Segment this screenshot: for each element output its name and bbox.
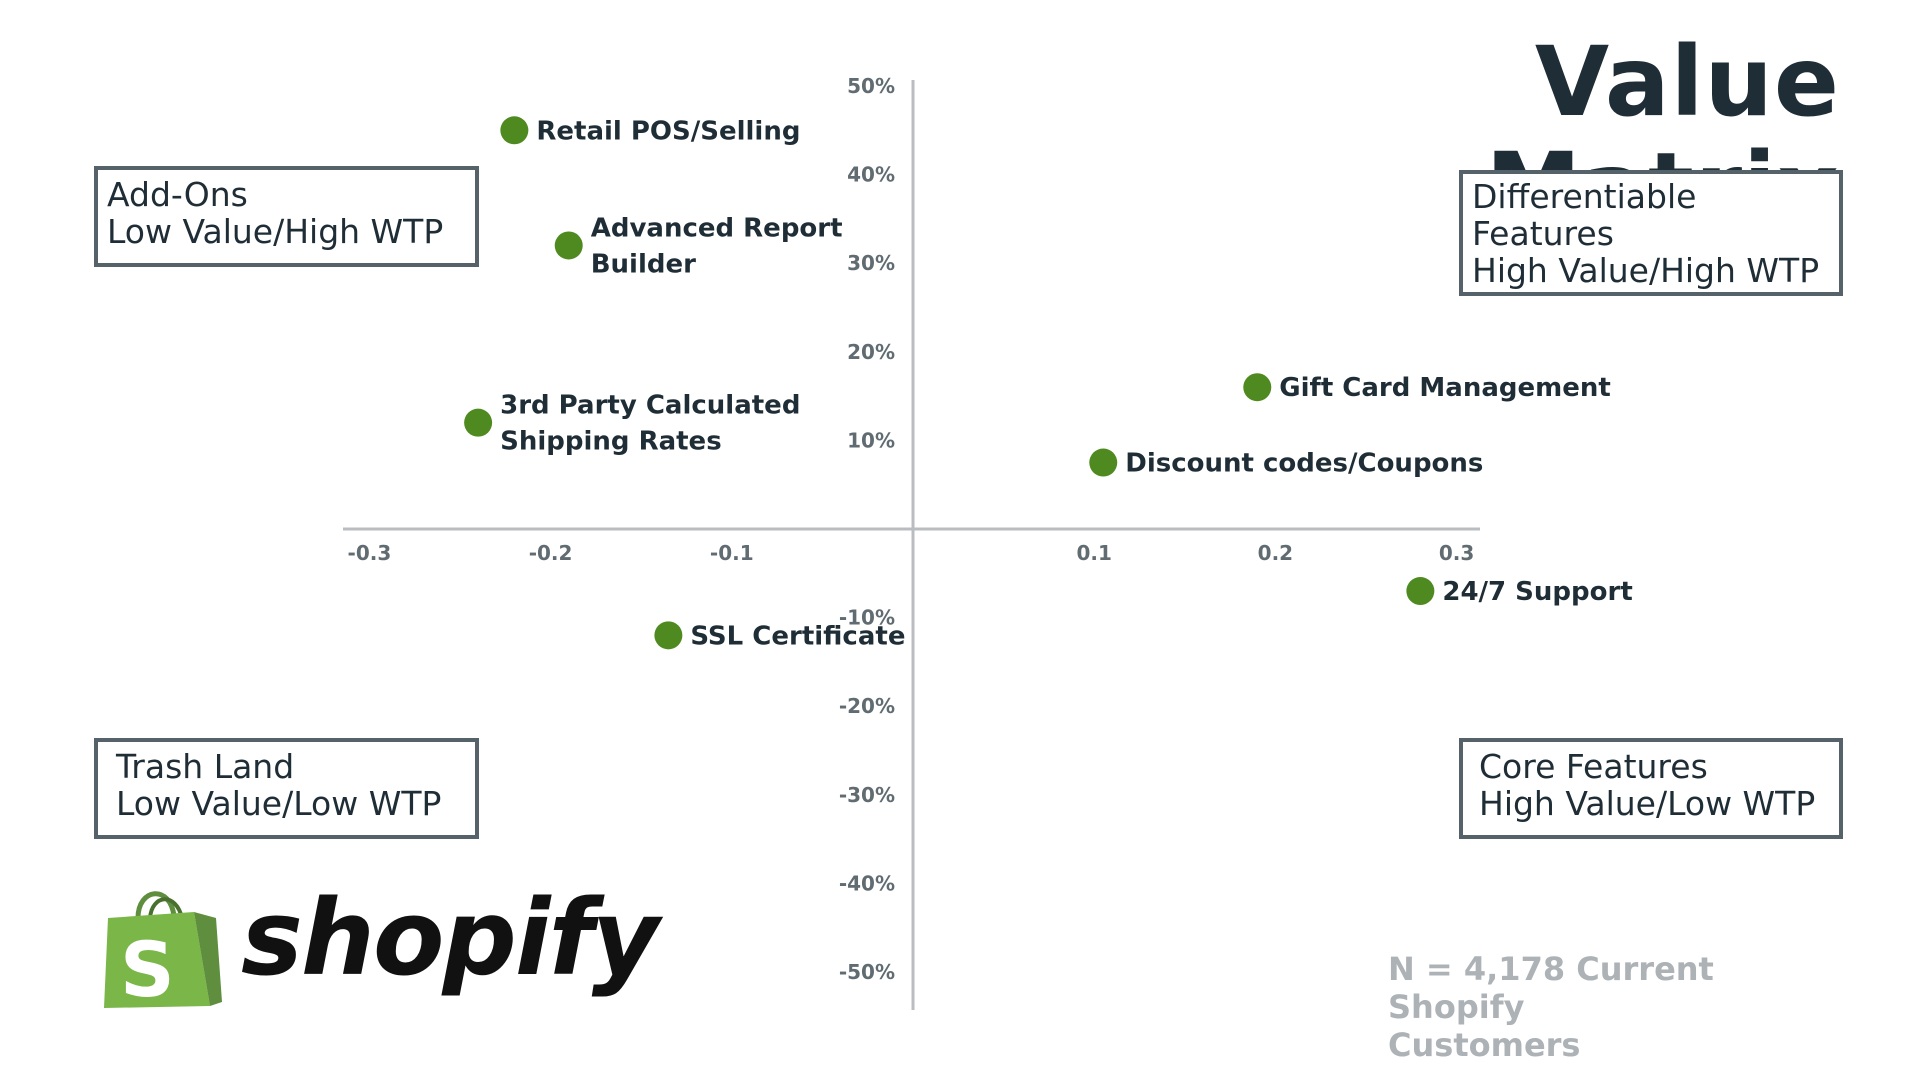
quadrant-title: Add-Ons <box>107 175 248 214</box>
y-tick-label: 10% <box>847 428 895 452</box>
data-point-label: Shipping Rates <box>500 427 722 457</box>
data-point-label: Retail POS/Selling <box>536 116 800 146</box>
quadrant-subtitle: High Value/Low WTP <box>1479 784 1816 823</box>
svg-text:S: S <box>120 925 175 1013</box>
quadrant-subtitle: Low Value/Low WTP <box>116 784 442 823</box>
y-tick-label: 50% <box>847 74 895 98</box>
data-point <box>464 408 493 437</box>
y-tick-label: 20% <box>847 340 895 364</box>
data-point <box>1406 577 1435 606</box>
data-point <box>1089 448 1118 477</box>
quadrant-box-add-ons: Add-Ons Low Value/High WTP <box>94 166 479 267</box>
y-tick-label: -10% <box>839 606 895 630</box>
quadrant-title: Differentiable <box>1472 177 1697 216</box>
note-line: Customers <box>1388 1026 1581 1064</box>
data-point-label: Gift Card Management <box>1279 373 1611 403</box>
x-tick-label: 0.1 <box>1076 541 1111 565</box>
y-tick-label: -40% <box>839 871 895 895</box>
data-point-label: SSL Certificate <box>690 621 905 651</box>
data-point-label: Advanced Report <box>591 213 843 243</box>
x-tick-label: -0.1 <box>710 541 754 565</box>
y-tick-label: -30% <box>839 783 895 807</box>
data-point-label: Discount codes/Coupons <box>1125 449 1483 479</box>
quadrant-box-differentiable-features: Differentiable Features High Value/High … <box>1459 170 1843 296</box>
data-point <box>654 621 683 650</box>
quadrant-title: Trash Land <box>116 747 295 786</box>
quadrant-box-core-features: Core Features High Value/Low WTP <box>1459 738 1843 839</box>
y-tick-label: 40% <box>847 163 895 187</box>
y-tick-label: -20% <box>839 694 895 718</box>
data-point <box>1243 373 1272 402</box>
x-tick-label: 0.2 <box>1258 541 1293 565</box>
quadrant-title-line2: Features <box>1472 214 1614 253</box>
y-tick-label: 30% <box>847 251 895 275</box>
quadrant-subtitle: Low Value/High WTP <box>107 212 444 251</box>
data-point-label: 24/7 Support <box>1442 577 1632 607</box>
data-point-label: Builder <box>591 249 696 279</box>
data-point <box>554 231 583 260</box>
quadrant-title: Core Features <box>1479 747 1708 786</box>
note-line: N = 4,178 Current Shopify <box>1388 950 1714 1026</box>
y-tick-label: -50% <box>839 960 895 984</box>
sample-size-note: N = 4,178 Current Shopify Customers <box>1388 950 1858 1064</box>
logo-wordmark: shopify <box>241 877 660 999</box>
shopify-logo: S shopify <box>98 878 660 1018</box>
data-point <box>500 116 529 145</box>
x-tick-label: -0.2 <box>529 541 573 565</box>
shopping-bag-icon: S <box>104 891 222 1013</box>
x-tick-label: -0.3 <box>348 541 392 565</box>
quadrant-subtitle: High Value/High WTP <box>1472 251 1820 290</box>
quadrant-box-trash-land: Trash Land Low Value/Low WTP <box>94 738 479 839</box>
x-tick-label: 0.3 <box>1439 541 1474 565</box>
data-point-label: 3rd Party Calculated <box>500 391 800 421</box>
